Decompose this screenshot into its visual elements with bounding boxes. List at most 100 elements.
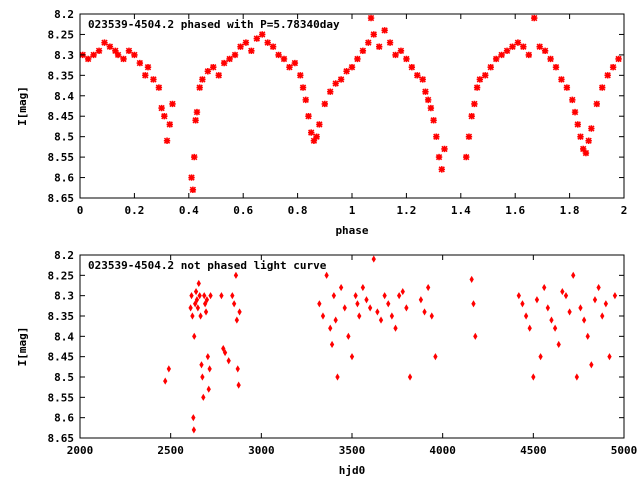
unphased-data-point bbox=[234, 316, 240, 324]
phased-plot-panel: 0 0.2 0.4 0.6 0.8 1 1.2 1.4 1.6 1.8 2 8.2 8.25 8.3 8.3… bbox=[16, 8, 627, 237]
phased-data-point bbox=[397, 47, 405, 54]
unphased-data-point bbox=[560, 288, 565, 296]
unphased-plot-panel: 2000 2500 3000 3500 4000 4500 5000 8.2 8.25 8.3 8.… bbox=[16, 249, 637, 477]
unphased-data-point bbox=[208, 292, 213, 300]
unphased-data-point bbox=[429, 312, 434, 320]
unphased-data-point bbox=[233, 271, 239, 279]
unphased-data-point bbox=[237, 308, 242, 316]
phased-data-point bbox=[193, 108, 201, 116]
phased-data-point bbox=[580, 145, 587, 153]
phased-plot-title: 023539-4504.2 phased with P=5.78340day bbox=[88, 18, 340, 31]
unphased-data-point bbox=[329, 340, 335, 349]
phased-data-point bbox=[558, 76, 565, 83]
phased-data-point bbox=[593, 100, 600, 108]
unphased-data-point bbox=[193, 288, 199, 296]
phased-data-point bbox=[291, 59, 299, 67]
unphased-data-point bbox=[333, 316, 338, 324]
unphased-data-point bbox=[531, 373, 536, 381]
phased-data-point bbox=[125, 47, 133, 54]
phased-data-point bbox=[264, 39, 271, 46]
unphased-x-tick-label: 4500 bbox=[520, 444, 547, 457]
phased-data-point bbox=[131, 51, 138, 59]
phased-data-point bbox=[106, 43, 114, 50]
phased-data-point bbox=[547, 55, 554, 63]
phased-data-point bbox=[424, 96, 432, 104]
phased-data-point bbox=[196, 84, 203, 91]
phased-data-point bbox=[136, 59, 144, 67]
unphased-data-point bbox=[338, 283, 344, 292]
unphased-data-point bbox=[400, 288, 405, 296]
unphased-data-point bbox=[205, 353, 210, 361]
phased-data-point bbox=[253, 35, 260, 42]
unphased-data-point bbox=[382, 292, 387, 300]
phased-data-point bbox=[169, 100, 176, 108]
phased-data-point bbox=[191, 153, 198, 161]
unphased-data-point bbox=[331, 292, 337, 300]
phased-data-point bbox=[367, 14, 375, 22]
unphased-data-point bbox=[163, 377, 168, 385]
phased-plot-y-label: I[mag] bbox=[16, 86, 29, 126]
unphased-y-tick-label: 8.35 bbox=[48, 310, 75, 323]
phased-data-point bbox=[231, 51, 239, 59]
phased-data-point bbox=[158, 104, 165, 112]
phased-data-point bbox=[531, 14, 538, 22]
phased-data-point bbox=[297, 72, 304, 79]
phased-data-point bbox=[242, 39, 250, 46]
unphased-data-point bbox=[527, 324, 532, 332]
unphased-data-point bbox=[190, 312, 195, 320]
phased-data-point bbox=[465, 133, 473, 140]
unphased-plot-frame bbox=[79, 254, 625, 439]
phased-data-point bbox=[386, 39, 394, 46]
phased-data-point bbox=[381, 27, 388, 34]
phased-x-tick-label: 1.2 bbox=[396, 204, 416, 217]
phased-y-tick-label: 8.35 bbox=[48, 69, 75, 82]
phased-data-point bbox=[280, 55, 288, 63]
phased-data-point bbox=[476, 76, 484, 83]
unphased-data-point bbox=[192, 332, 197, 340]
phased-data-point bbox=[161, 113, 168, 120]
phased-x-tick-label: 0.6 bbox=[233, 204, 253, 217]
phased-data-point bbox=[574, 121, 581, 128]
unphased-data-point bbox=[221, 344, 226, 353]
phased-data-point bbox=[422, 88, 429, 95]
unphased-data-point bbox=[585, 332, 590, 340]
phased-data-point bbox=[427, 104, 435, 112]
phased-data-point bbox=[248, 47, 255, 54]
unphased-data-point bbox=[360, 283, 366, 292]
phased-data-point bbox=[189, 186, 197, 194]
phased-y-tick-label: 8.65 bbox=[48, 192, 75, 205]
unphased-data-point bbox=[349, 353, 355, 361]
unphased-data-point bbox=[523, 312, 529, 320]
unphased-y-tick-label: 8.25 bbox=[48, 269, 75, 282]
phased-data-point bbox=[463, 153, 470, 161]
phased-data-point bbox=[142, 72, 149, 79]
phased-data-point bbox=[514, 39, 522, 46]
unphased-data-point bbox=[230, 292, 235, 300]
phased-x-tick-label: 1.4 bbox=[451, 204, 471, 217]
phased-data-point bbox=[525, 51, 532, 59]
unphased-data-point bbox=[596, 283, 601, 292]
phased-x-tick-label: 0 bbox=[77, 204, 84, 217]
phased-data-point bbox=[101, 39, 108, 46]
phased-data-point bbox=[192, 117, 199, 124]
unphased-data-point bbox=[204, 296, 210, 304]
phased-x-tick-label: 1.8 bbox=[560, 204, 580, 217]
unphased-data-point bbox=[473, 332, 478, 340]
phased-data-point bbox=[571, 108, 579, 116]
unphased-data-point bbox=[422, 308, 427, 316]
unphased-data-point bbox=[328, 324, 333, 332]
phased-data-point bbox=[332, 80, 339, 87]
unphased-data-point bbox=[198, 312, 203, 320]
unphased-data-point bbox=[355, 300, 360, 308]
unphased-data-point bbox=[206, 385, 211, 393]
unphased-y-tick-label: 8.4 bbox=[54, 330, 74, 343]
unphased-data-point bbox=[389, 312, 395, 320]
unphased-data-point bbox=[324, 271, 329, 279]
unphased-data-point bbox=[231, 300, 237, 308]
phased-data-point bbox=[599, 84, 606, 91]
phased-y-tick-label: 8.25 bbox=[48, 28, 75, 41]
phased-data-point bbox=[114, 51, 122, 59]
phased-data-point bbox=[163, 137, 171, 144]
phased-data-point bbox=[155, 84, 163, 91]
